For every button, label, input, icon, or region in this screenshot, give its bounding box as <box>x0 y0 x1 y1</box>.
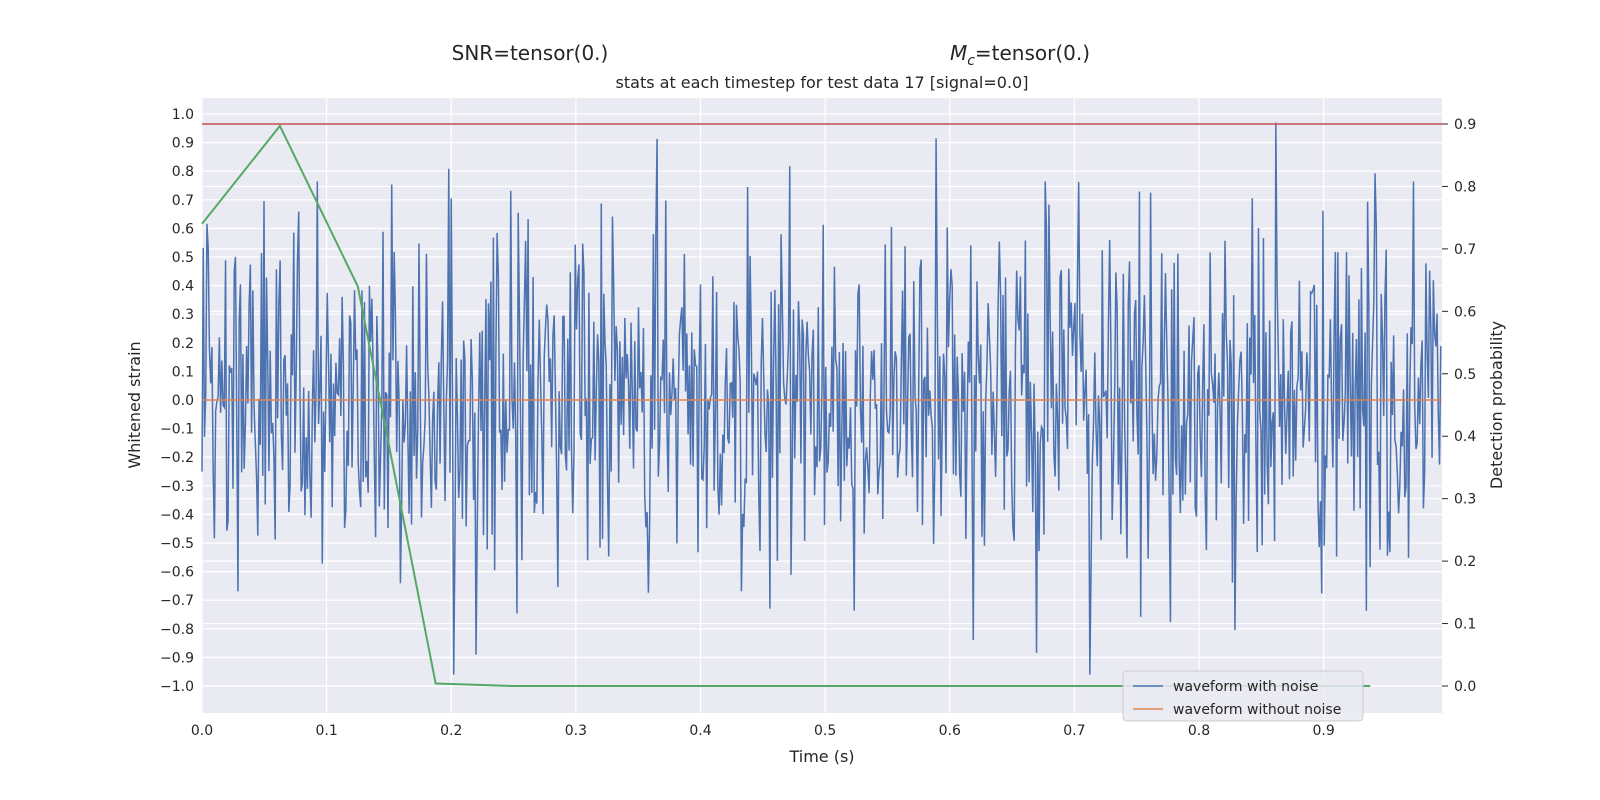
header-snr: SNR=tensor(0.) <box>452 41 609 65</box>
x-axis-label: Time (s) <box>788 747 854 766</box>
y-left-tick-label: 0.3 <box>172 307 194 323</box>
legend-box <box>1122 670 1364 722</box>
x-tick-label: 0.9 <box>1312 723 1334 739</box>
y-axis-right-label: Detection probability <box>1487 321 1506 489</box>
x-tick-label: 0.4 <box>689 723 711 739</box>
series-waveform-with-noise <box>201 122 1442 675</box>
y-left-tick-label: −0.3 <box>160 479 194 495</box>
y-left-tick-label: −0.7 <box>160 593 194 609</box>
y-right-tick-label: 0.9 <box>1454 117 1476 133</box>
y-left-tick-label: −0.5 <box>160 536 194 552</box>
y-right-tick-label: 0.8 <box>1454 179 1476 195</box>
y-right-tick-label: 0.5 <box>1454 367 1476 383</box>
y-right-tick-label: 0.2 <box>1454 554 1476 570</box>
x-tick-label: 0.8 <box>1188 723 1210 739</box>
chart-title: stats at each timestep for test data 17 … <box>616 73 1029 92</box>
y-left-tick-label: 0.1 <box>172 364 194 380</box>
y-axis-left: −1.0 −0.9 −0.8 −0.7 −0.6 −0.5 −0.4 −0.3 −0.2 −0.1… <box>160 107 194 695</box>
legend-label: waveform with noise <box>1173 679 1318 695</box>
y-right-tick-label: 0.7 <box>1454 242 1476 258</box>
y-left-tick-label: −1.0 <box>160 679 194 695</box>
y-left-tick-label: 0.6 <box>172 221 194 237</box>
y-axis-right: 0.0 0.1 0.2 0.3 0.4 0.5 0.6 0.7 0.8 0.9 <box>1442 117 1476 695</box>
header-mc: Mc=tensor(0.) <box>950 41 1090 69</box>
x-tick-label: 0.3 <box>565 723 587 739</box>
y-left-tick-label: −0.8 <box>160 622 194 638</box>
y-left-tick-label: 0.8 <box>172 164 194 180</box>
x-tick-label: 0.0 <box>191 723 213 739</box>
x-tick-label: 0.1 <box>315 723 337 739</box>
y-axis-left-label: Whitened strain <box>125 341 144 468</box>
y-left-tick-label: 0.2 <box>172 336 194 352</box>
y-left-tick-label: 0.5 <box>172 250 194 266</box>
y-left-tick-label: −0.6 <box>160 565 194 581</box>
y-right-tick-label: 0.4 <box>1454 429 1476 445</box>
y-left-tick-label: −0.2 <box>160 450 194 466</box>
legend: waveform with noise waveform without nois… <box>1122 670 1364 722</box>
y-right-tick-label: 0.0 <box>1454 679 1476 695</box>
y-left-tick-label: 1.0 <box>172 107 194 123</box>
y-left-tick-label: 0.7 <box>172 193 194 209</box>
y-right-tick-label: 0.3 <box>1454 492 1476 508</box>
x-tick-label: 0.7 <box>1063 723 1085 739</box>
y-left-tick-label: −0.9 <box>160 650 194 666</box>
y-right-tick-label: 0.1 <box>1454 617 1476 633</box>
x-tick-label: 0.2 <box>440 723 462 739</box>
legend-label: waveform without noise <box>1173 702 1341 718</box>
y-right-tick-label: 0.6 <box>1454 304 1476 320</box>
x-tick-label: 0.5 <box>814 723 836 739</box>
y-left-tick-label: 0.4 <box>172 279 194 295</box>
y-left-tick-label: −0.4 <box>160 507 194 523</box>
y-left-tick-label: −0.1 <box>160 422 194 438</box>
x-tick-label: 0.6 <box>939 723 961 739</box>
y-left-tick-label: 0.9 <box>172 136 194 152</box>
y-left-tick-label: 0.0 <box>172 393 194 409</box>
x-axis: 0.0 0.1 0.2 0.3 0.4 0.5 0.6 0.7 0.8 0.9 <box>191 723 1335 739</box>
